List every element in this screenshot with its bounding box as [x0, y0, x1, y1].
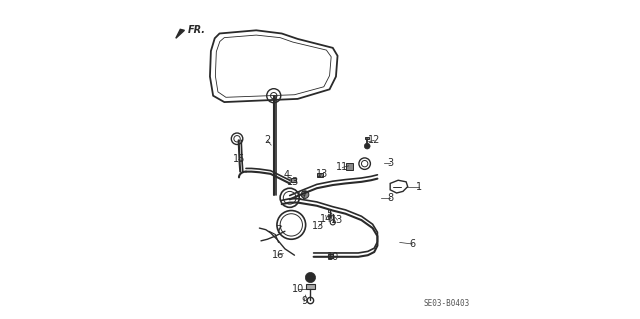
Text: 14: 14 [320, 213, 333, 224]
Text: 13: 13 [287, 177, 299, 187]
FancyBboxPatch shape [365, 137, 369, 139]
Text: 2: 2 [264, 135, 271, 145]
Text: 11: 11 [336, 162, 348, 173]
Circle shape [305, 272, 316, 283]
Text: 13: 13 [316, 169, 328, 179]
Text: SE03-B0403: SE03-B0403 [424, 299, 470, 308]
FancyBboxPatch shape [328, 215, 332, 218]
FancyBboxPatch shape [291, 178, 296, 182]
Text: 6: 6 [410, 239, 415, 249]
Text: 16: 16 [272, 250, 284, 260]
Text: 4: 4 [284, 170, 289, 181]
Text: 10: 10 [292, 284, 304, 294]
FancyBboxPatch shape [328, 254, 333, 258]
Circle shape [301, 191, 309, 198]
FancyBboxPatch shape [306, 284, 316, 289]
Text: 13: 13 [312, 221, 324, 232]
Text: 12: 12 [368, 135, 380, 145]
Text: 8: 8 [387, 193, 393, 203]
Text: 1: 1 [416, 182, 422, 192]
Text: 10: 10 [326, 252, 339, 262]
Polygon shape [176, 29, 184, 38]
Text: 5: 5 [326, 209, 333, 219]
Text: 9: 9 [301, 296, 307, 307]
Text: 7: 7 [275, 225, 281, 235]
Text: 3: 3 [387, 158, 393, 168]
FancyBboxPatch shape [317, 173, 323, 177]
Text: 13: 13 [332, 215, 344, 225]
FancyBboxPatch shape [346, 163, 353, 170]
Text: 17: 17 [296, 191, 308, 201]
Text: FR.: FR. [188, 25, 205, 35]
Text: 15: 15 [232, 154, 245, 165]
Circle shape [364, 143, 370, 149]
